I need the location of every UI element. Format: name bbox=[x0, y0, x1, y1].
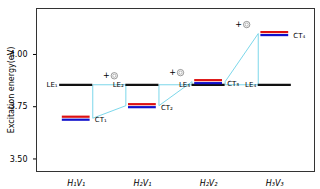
svg-text:H₂V₁: H₂V₁ bbox=[133, 179, 151, 188]
svg-text:H₃V₃: H₃V₃ bbox=[266, 179, 284, 188]
svg-text:LE₂: LE₂ bbox=[113, 81, 124, 89]
svg-text:LE₄: LE₄ bbox=[245, 81, 256, 89]
svg-text:LE₁: LE₁ bbox=[47, 81, 58, 89]
svg-text:+: + bbox=[235, 20, 242, 29]
svg-text:3.75: 3.75 bbox=[9, 102, 28, 112]
svg-text:Excitation energy(eV): Excitation energy(eV) bbox=[7, 47, 16, 134]
svg-text:CT₁: CT₁ bbox=[95, 116, 107, 124]
svg-text:CT₃: CT₃ bbox=[227, 80, 239, 88]
svg-text:3.50: 3.50 bbox=[10, 155, 28, 164]
svg-text:CT₄: CT₄ bbox=[293, 32, 305, 40]
svg-text:H₁V₁: H₁V₁ bbox=[67, 179, 85, 188]
svg-text:+: + bbox=[103, 71, 110, 80]
svg-text:LE₃: LE₃ bbox=[179, 81, 190, 89]
svg-text:+: + bbox=[169, 68, 176, 77]
svg-text:4.00: 4.00 bbox=[9, 50, 28, 59]
svg-text:CT₂: CT₂ bbox=[161, 104, 173, 112]
svg-text:H₂V₂: H₂V₂ bbox=[200, 179, 219, 188]
